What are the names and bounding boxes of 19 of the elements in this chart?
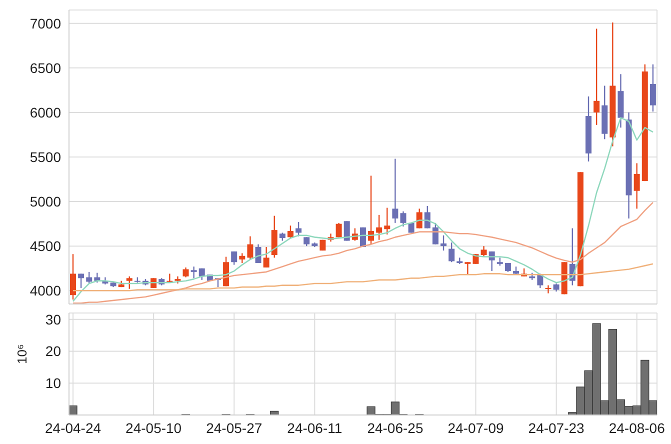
x-tick-label: 24-05-10 <box>126 420 182 436</box>
x-tick-label: 24-05-27 <box>206 420 262 436</box>
x-tick-label: 24-06-25 <box>367 420 424 436</box>
x-tick-label: 24-04-24 <box>45 420 102 436</box>
x-tick-label: 24-07-23 <box>528 420 585 436</box>
y-tick-label: 5000 <box>30 194 62 210</box>
y-tick-label: 30 <box>45 311 62 328</box>
y-tick-label: 4000 <box>30 282 62 299</box>
y-tick-label: 6000 <box>30 104 62 120</box>
y-tick-label: 7000 <box>30 15 62 32</box>
x-tick-label: 24-07-09 <box>448 420 504 436</box>
x-tick-label: 24-08-06 <box>608 420 666 436</box>
y-tick-label: 10 <box>45 375 62 392</box>
x-tick-label: 24-06-11 <box>287 420 342 436</box>
y-tick-label: 4500 <box>30 238 62 254</box>
y-axis-title: 10⁶ <box>14 344 30 364</box>
y-tick-label: 5500 <box>30 148 62 165</box>
y-tick-label: 6500 <box>30 60 62 76</box>
y-tick-label: 20 <box>45 343 62 360</box>
